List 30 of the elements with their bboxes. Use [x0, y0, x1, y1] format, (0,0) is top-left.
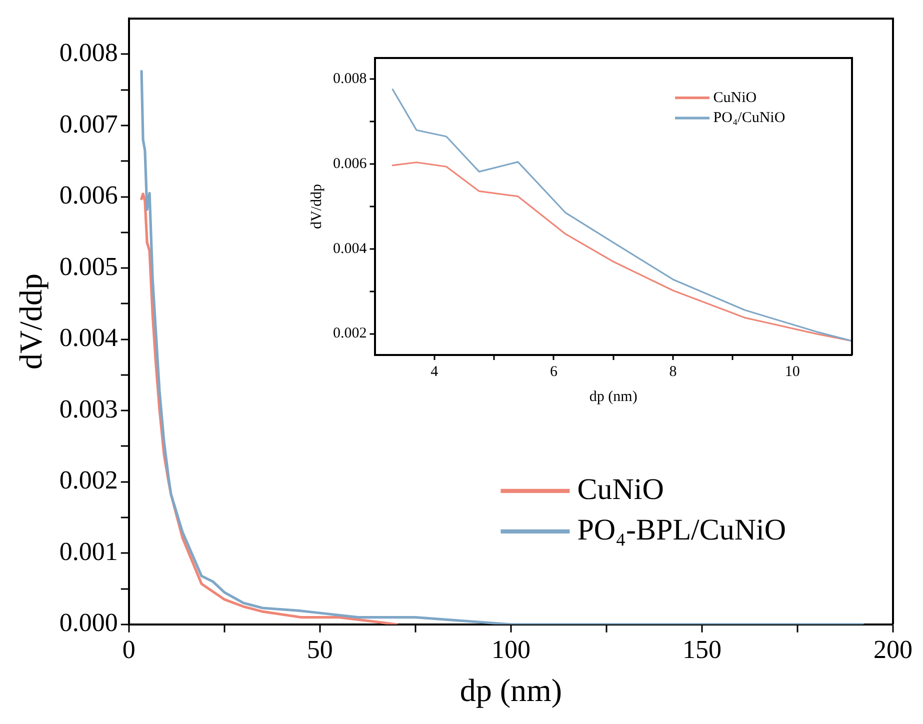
y-tick-label: 0.003 — [59, 394, 118, 424]
legend-label: PO₄-BPL/CuNiO — [577, 513, 786, 546]
y-tick-label: 0.005 — [59, 252, 118, 281]
y-tick-label: 0.008 — [59, 38, 118, 68]
legend-label: PO₄/CuNiO — [713, 110, 786, 126]
x-tick-label: 50 — [306, 634, 333, 664]
y-tick-label: 0.007 — [59, 109, 118, 138]
x-tick-label: 150 — [682, 634, 722, 664]
y-tick-label: 0.006 — [59, 180, 118, 210]
y-tick-label: 0.002 — [59, 466, 118, 495]
x-tick-label: 6 — [550, 364, 558, 380]
y-tick-label: 0.004 — [59, 323, 118, 352]
legend-label: CuNiO — [577, 472, 664, 506]
legend-label: CuNiO — [713, 90, 757, 106]
x-axis-title: dp (nm) — [589, 388, 638, 405]
y-tick-label: 0.001 — [59, 536, 118, 566]
x-axis-title: dp (nm) — [460, 672, 562, 708]
y-tick-label: 0.006 — [333, 156, 368, 172]
x-tick-label: 200 — [874, 634, 912, 664]
x-tick-label: 0 — [122, 634, 136, 664]
x-tick-label: 100 — [491, 634, 530, 664]
y-tick-label: 0.008 — [333, 71, 367, 88]
y-axis-title: dV/ddp — [12, 274, 49, 370]
y-tick-label: 0.002 — [333, 326, 367, 342]
x-tick-label: 8 — [669, 364, 677, 380]
x-tick-label: 10 — [784, 364, 800, 380]
y-axis-title: dV/ddp — [308, 184, 325, 229]
x-tick-label: 4 — [430, 364, 439, 380]
y-tick-label: 0.004 — [333, 240, 368, 257]
y-tick-label: 0.000 — [59, 608, 118, 638]
